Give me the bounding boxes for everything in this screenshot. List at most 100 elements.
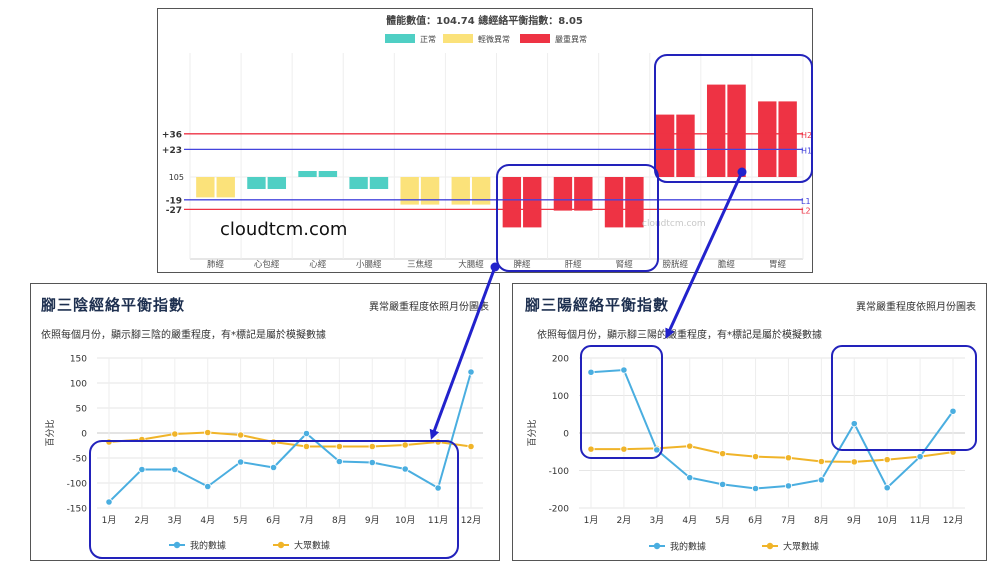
y-tick-label: 200 bbox=[552, 355, 569, 365]
x-tick-label: 11月 bbox=[428, 515, 448, 526]
bar-膽經 bbox=[727, 84, 746, 177]
bar-脾經 bbox=[523, 177, 542, 228]
bar-心經 bbox=[318, 171, 338, 177]
panel-subtitle: 依照每個月份，顯示腳三陽的嚴重程度，有*標記是屬於模擬數據 bbox=[537, 330, 822, 341]
bar-膀胱經 bbox=[676, 114, 695, 177]
highlight-box-yin-meridians bbox=[496, 164, 659, 272]
y-axis-label: 百分比 bbox=[44, 419, 56, 446]
bar-大腸經 bbox=[451, 177, 470, 205]
bar-心經 bbox=[298, 171, 317, 177]
arrow-to-right-chart bbox=[665, 171, 744, 339]
data-point-大眾數據 bbox=[335, 442, 343, 451]
data-point-我的數據 bbox=[686, 474, 694, 482]
chart-title: 體能數值：104.74 總經絡平衡指數：8.05 bbox=[386, 14, 583, 27]
x-tick-label: 9月 bbox=[365, 515, 380, 526]
x-tick-label: 膀胱經 bbox=[663, 259, 689, 270]
bar-胃經 bbox=[778, 101, 797, 177]
legend-marker bbox=[277, 541, 285, 549]
legend-label: 我的數據 bbox=[190, 540, 226, 552]
data-point-我的數據 bbox=[204, 482, 212, 491]
meridian-bar-chart: 體能數值：104.74 總經絡平衡指數：8.05 正常 輕微異常 嚴重異常 105 肺經 心… bbox=[162, 14, 812, 270]
bar-肝經 bbox=[574, 177, 593, 211]
x-tick-label: 1月 bbox=[584, 515, 599, 526]
y-tick-label: -100 bbox=[549, 467, 570, 477]
y-tick-label: 100 bbox=[70, 380, 87, 390]
y-tick-label: 50 bbox=[76, 405, 88, 415]
data-point-我的數據 bbox=[467, 368, 475, 376]
bar-膽經 bbox=[706, 84, 726, 177]
reference-label: +23 bbox=[162, 146, 182, 156]
series-line-我的數據 bbox=[108, 371, 472, 503]
highlight-box-right-late-months bbox=[831, 345, 977, 451]
legend-swatch bbox=[443, 34, 473, 43]
y-tick-label: -100 bbox=[67, 480, 88, 490]
baseline-label: 105 bbox=[169, 173, 184, 182]
data-point-我的數據 bbox=[916, 453, 924, 461]
legend-swatch bbox=[520, 34, 550, 43]
panel-subtitle: 依照每個月份，顯示腳三陰的嚴重程度，有*標記是屬於模擬數據 bbox=[41, 330, 326, 341]
bar-腎經 bbox=[625, 177, 644, 228]
foot-three-yang-line-chart: 200 100 0 -100 -200 1月 2月 3月 4月 5月 6月 7月 8月 9月 10月 11月 1… bbox=[526, 355, 965, 553]
panel-note: 異常嚴重程度依照月份圖表 bbox=[856, 302, 976, 313]
data-point-大眾數據 bbox=[368, 442, 376, 451]
reference-tag: L2 bbox=[801, 206, 811, 215]
bar-心包經 bbox=[267, 177, 287, 189]
x-tick-label: 12月 bbox=[461, 515, 481, 526]
x-tick-label: 6月 bbox=[266, 515, 281, 526]
bar-肺經 bbox=[216, 177, 235, 198]
x-tick-label: 腎經 bbox=[616, 259, 634, 270]
highlight-box-left-my-data bbox=[89, 440, 459, 559]
bar-三焦經 bbox=[400, 177, 419, 205]
x-tick-label: 8月 bbox=[332, 515, 347, 526]
data-point-大眾數據 bbox=[784, 454, 793, 462]
x-tick-label: 三焦經 bbox=[407, 259, 433, 270]
y-tick-label: 0 bbox=[563, 430, 569, 440]
data-point-大眾數據 bbox=[587, 445, 595, 453]
reference-tag: H2 bbox=[801, 131, 811, 140]
bar-三焦經 bbox=[420, 177, 440, 205]
data-point-我的數據 bbox=[850, 420, 858, 428]
x-tick-label: 5月 bbox=[233, 515, 248, 526]
y-tick-label: 100 bbox=[552, 392, 569, 402]
y-tick-label: 0 bbox=[81, 430, 87, 440]
y-tick-label: -150 bbox=[67, 505, 88, 515]
x-tick-label: 1月 bbox=[102, 515, 117, 526]
data-point-我的數據 bbox=[719, 480, 727, 488]
bar-肺經 bbox=[196, 177, 215, 198]
y-tick-label: -50 bbox=[72, 455, 87, 465]
series-line-大眾數據 bbox=[591, 445, 954, 463]
meridian-bar-chart-panel: 體能數值：104.74 總經絡平衡指數：8.05 正常 輕微異常 嚴重異常 105 肺經 心… bbox=[157, 8, 813, 273]
x-tick-label: 9月 bbox=[847, 515, 862, 526]
panel-title: 腳三陽經絡平衡指數 bbox=[525, 296, 670, 314]
data-point-我的數據 bbox=[302, 429, 311, 438]
x-tick-label: 6月 bbox=[748, 515, 763, 526]
data-point-我的數據 bbox=[751, 484, 760, 493]
panel-note: 異常嚴重程度依照月份圖表 bbox=[369, 302, 489, 313]
bar-心包經 bbox=[247, 177, 266, 189]
data-point-大眾數據 bbox=[883, 456, 891, 464]
bar-胃經 bbox=[758, 101, 777, 177]
x-tick-label: 8月 bbox=[814, 515, 829, 526]
bar-大腸經 bbox=[471, 177, 491, 205]
data-point-我的數據 bbox=[587, 368, 595, 376]
legend-marker bbox=[173, 541, 181, 549]
foot-three-yang-panel: 腳三陽經絡平衡指數 異常嚴重程度依照月份圖表 依照每個月份，顯示腳三陽的嚴重程度… bbox=[512, 283, 987, 561]
y-axis-label: 百分比 bbox=[526, 419, 538, 446]
reference-label: +36 bbox=[162, 130, 182, 140]
data-point-大眾數據 bbox=[620, 445, 628, 453]
legend-label: 嚴重異常 bbox=[555, 34, 587, 44]
data-point-大眾數據 bbox=[686, 442, 694, 450]
reference-label: -27 bbox=[166, 206, 182, 216]
x-tick-label: 3月 bbox=[167, 515, 182, 526]
legend-marker bbox=[653, 542, 661, 550]
data-point-大眾數據 bbox=[817, 457, 825, 466]
x-tick-label: 7月 bbox=[299, 515, 314, 526]
legend-swatch bbox=[385, 34, 415, 43]
bar-小腸經 bbox=[349, 177, 368, 189]
data-point-我的數據 bbox=[105, 498, 113, 506]
legend-marker bbox=[766, 542, 774, 550]
legend-label: 輕微異常 bbox=[478, 34, 510, 44]
bar-脾經 bbox=[502, 177, 522, 228]
data-point-我的數據 bbox=[335, 457, 343, 466]
data-point-大眾數據 bbox=[204, 428, 212, 437]
